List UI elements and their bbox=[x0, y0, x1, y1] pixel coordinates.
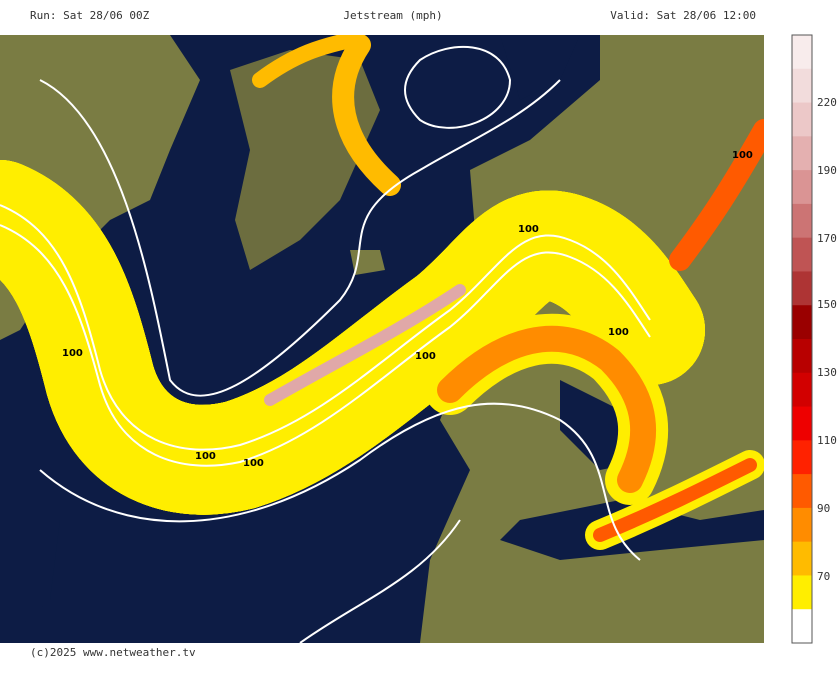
jetstream bbox=[0, 35, 764, 550]
legend-swatch bbox=[792, 440, 812, 475]
legend-swatch bbox=[792, 170, 812, 205]
legend-label: 130 bbox=[817, 366, 837, 379]
legend-swatch bbox=[792, 372, 812, 408]
contour-labels: 100 100 100 100 100 100 100 bbox=[62, 150, 753, 469]
contour-label: 100 bbox=[732, 150, 753, 161]
legend-swatch bbox=[792, 507, 812, 543]
legend-swatch bbox=[792, 406, 812, 441]
legend-swatch bbox=[792, 271, 812, 306]
legend-swatch bbox=[792, 203, 812, 239]
legend-swatch bbox=[792, 339, 812, 374]
legend-swatch bbox=[792, 35, 812, 70]
contours bbox=[0, 45, 651, 643]
contour-label: 100 bbox=[415, 351, 436, 362]
contour-label: 100 bbox=[243, 458, 264, 469]
legend-label: 70 bbox=[817, 570, 830, 583]
legend-swatch bbox=[792, 474, 812, 509]
legend-swatch bbox=[792, 102, 812, 137]
legend-label: 220 bbox=[817, 96, 837, 109]
credit: (c)2025 www.netweather.tv bbox=[30, 646, 196, 659]
map: 100 100 100 100 100 100 100 bbox=[0, 35, 764, 643]
legend-swatch bbox=[792, 136, 812, 171]
run-label: Run: Sat 28/06 00Z bbox=[30, 9, 150, 22]
legend-label: 90 bbox=[817, 502, 830, 515]
legend-swatch bbox=[792, 609, 812, 644]
legend-swatch bbox=[792, 575, 812, 610]
legend-swatch bbox=[792, 68, 812, 104]
legend-label: 190 bbox=[817, 164, 837, 177]
legend-label: 150 bbox=[817, 298, 837, 311]
map-title: Jetstream (mph) bbox=[343, 9, 442, 22]
contour-label: 100 bbox=[518, 224, 539, 235]
legend-label: 170 bbox=[817, 232, 837, 245]
contour-label: 100 bbox=[62, 348, 83, 359]
legend-swatch bbox=[792, 305, 812, 340]
valid-label: Valid: Sat 28/06 12:00 bbox=[610, 9, 756, 22]
legend: 220 190 170 150 130 110 90 70 bbox=[791, 34, 837, 644]
legend-swatch bbox=[792, 237, 812, 272]
contour-label: 100 bbox=[195, 451, 216, 462]
contour-label: 100 bbox=[608, 327, 629, 338]
legend-label: 110 bbox=[817, 434, 837, 447]
legend-swatch bbox=[792, 541, 812, 576]
legend-frame bbox=[791, 34, 813, 644]
